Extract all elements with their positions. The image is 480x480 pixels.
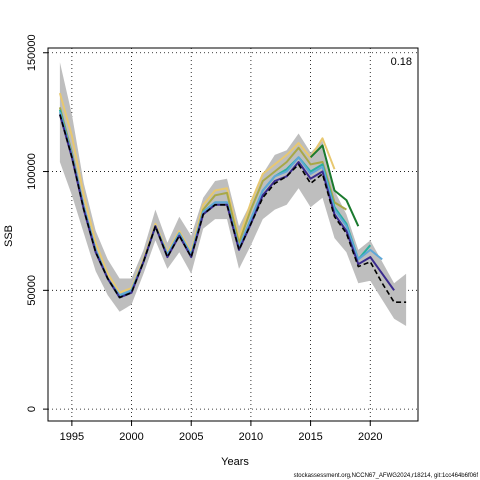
confidence-band (59, 62, 407, 327)
y-tick-label: 150000 (26, 34, 38, 71)
x-tick-label: 2005 (179, 431, 203, 443)
series-layer (58, 92, 407, 304)
annotation-label: 0.18 (391, 56, 412, 68)
y-axis-title: SSB (3, 225, 15, 247)
series-line (59, 114, 407, 304)
plot-frame (47, 47, 419, 422)
y-tick-label: 0 (26, 406, 38, 412)
x-tick-label: 2015 (298, 431, 322, 443)
y-axis: 0 50000 100000 150000 (26, 34, 48, 412)
x-tick-label: 2000 (119, 431, 143, 443)
confidence-band-layer (59, 62, 407, 327)
footer-text: stockassessment.org,NCCN67_AFWG2024,r182… (294, 473, 479, 479)
x-axis-title: Years (221, 456, 249, 468)
x-axis: 1995 2000 2005 2010 2015 2020 (60, 421, 383, 443)
x-tick-label: 1995 (60, 431, 84, 443)
grid (48, 48, 418, 421)
y-tick-label: 100000 (26, 153, 38, 190)
x-tick-label: 2010 (239, 431, 263, 443)
y-tick-label: 50000 (26, 275, 38, 306)
series-line (309, 144, 360, 227)
x-tick-label: 2020 (358, 431, 382, 443)
